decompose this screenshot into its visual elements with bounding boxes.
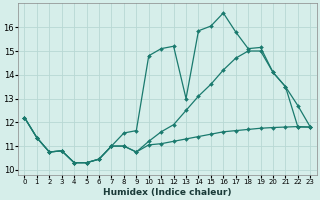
X-axis label: Humidex (Indice chaleur): Humidex (Indice chaleur) xyxy=(103,188,232,197)
